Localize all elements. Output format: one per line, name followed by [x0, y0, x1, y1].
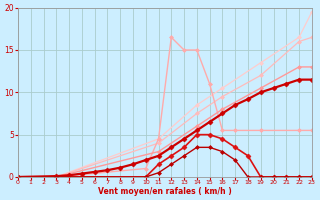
X-axis label: Vent moyen/en rafales ( km/h ): Vent moyen/en rafales ( km/h ): [98, 187, 232, 196]
